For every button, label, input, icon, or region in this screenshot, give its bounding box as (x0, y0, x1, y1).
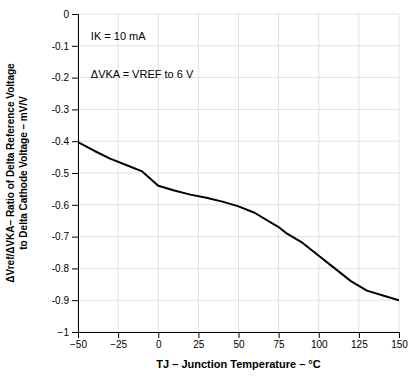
tick: 150 (391, 332, 408, 350)
tick: -0.7 (52, 231, 78, 242)
tick-label: -0.2 (52, 72, 70, 83)
tick-mark (118, 332, 119, 338)
tick-label: -0.6 (52, 200, 70, 211)
tick-label: 25 (193, 339, 205, 350)
tick-label: 50 (233, 339, 245, 350)
tick: -0.9 (52, 295, 78, 306)
annotation: IK = 10 mA (91, 30, 146, 42)
axis-line (79, 333, 400, 339)
tick-mark (72, 46, 78, 47)
tick-mark (239, 332, 240, 338)
tick-mark (72, 268, 78, 269)
tick: 75 (274, 332, 286, 350)
tick-mark (158, 332, 159, 338)
marks (78, 142, 399, 300)
tick-mark (72, 109, 78, 110)
tick: -0.1 (52, 41, 78, 52)
y-axis-label-line: ΔVref/ΔVKA– Ratio of Delta Reference Vol… (5, 63, 16, 283)
tick: 125 (351, 332, 368, 350)
tick-mark (198, 332, 199, 338)
grid-line (78, 268, 399, 269)
grid-line (78, 173, 399, 174)
x-axis-label: TJ – Junction Temperature – °C (156, 358, 320, 370)
x-axis: −50 −25 0 25 50 75 100 125 150 (70, 332, 408, 350)
grid (78, 14, 399, 332)
tick-mark (72, 141, 78, 142)
tick-label: 0 (156, 339, 162, 350)
tick: −1 (58, 327, 78, 338)
chart: −50 −25 0 25 50 75 100 125 150 0 -0.1 -0.2 -0.3 -0.4 -… (0, 0, 415, 378)
tick: -0.4 (52, 136, 78, 147)
tick-mark (399, 332, 400, 338)
tick-label: 0 (63, 9, 69, 20)
grid-line (78, 14, 399, 15)
tick: -0.3 (52, 104, 78, 115)
tick-label: 125 (351, 339, 368, 350)
grid-line (78, 109, 399, 110)
tick: 25 (193, 332, 205, 350)
y-axis-label-line: to Delta Cathode Voltage – mV/V (18, 96, 29, 250)
tick-label: -0.1 (52, 41, 70, 52)
tick: -0.5 (52, 168, 78, 179)
tick-mark (319, 332, 320, 338)
plot: −50 −25 0 25 50 75 100 125 150 0 -0.1 -0.2 -0.3 -0.4 -… (52, 9, 409, 350)
tick-mark (72, 78, 78, 79)
tick-mark (72, 173, 78, 174)
tick: -0.2 (52, 72, 78, 83)
tick: −25 (110, 332, 127, 350)
grid-line (78, 45, 399, 46)
axis-line (72, 15, 79, 333)
tick: 100 (311, 332, 328, 350)
grid-line (78, 300, 399, 301)
y-axis-label: ΔVref/ΔVKA– Ratio of Delta Reference Vol… (5, 63, 29, 283)
tick-mark (279, 332, 280, 338)
tick-label: -0.3 (52, 104, 70, 115)
tick-label: -0.7 (52, 231, 70, 242)
tick-label: 100 (311, 339, 328, 350)
tick-label: −50 (70, 339, 87, 350)
tick: -0.8 (52, 263, 78, 274)
tick: 0 (156, 332, 162, 350)
tick: 0 (63, 9, 78, 20)
tick-mark (72, 14, 78, 15)
tick-label: 75 (274, 339, 286, 350)
y-axis: 0 -0.1 -0.2 -0.3 -0.4 -0.5 -0.6 -0.7 -0.8 -0.9 −1 (52, 9, 79, 338)
tick-label: −25 (110, 339, 127, 350)
tick-label: −1 (58, 327, 70, 338)
tick-mark (72, 332, 78, 333)
tick: −50 (70, 332, 87, 350)
grid-line (78, 204, 399, 205)
tick: -0.6 (52, 200, 78, 211)
grid-line (78, 141, 399, 142)
tick-label: -0.5 (52, 168, 70, 179)
grid-line (78, 236, 399, 237)
tick-label: -0.8 (52, 263, 70, 274)
tick-mark (359, 332, 360, 338)
tick-label: -0.4 (52, 136, 70, 147)
line (78, 142, 399, 300)
annotations: IK = 10 mA ΔVKA = VREF to 6 V (91, 30, 194, 80)
tick-label: -0.9 (52, 295, 70, 306)
tick-mark (72, 300, 78, 301)
tick: 50 (233, 332, 245, 350)
tick-label: 150 (391, 339, 408, 350)
tick-mark (72, 205, 78, 206)
annotation: ΔVKA = VREF to 6 V (91, 68, 194, 80)
tick-mark (72, 237, 78, 238)
